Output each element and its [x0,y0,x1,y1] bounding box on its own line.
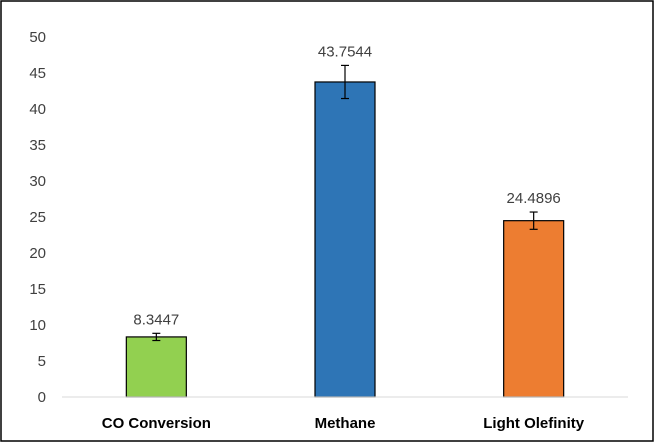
value-label: 24.4896 [507,190,561,207]
y-tick-label: 15 [29,281,46,298]
y-tick-label: 25 [29,209,46,226]
y-tick-label: 5 [38,353,46,370]
y-tick-label: 50 [29,29,46,46]
y-tick-label: 45 [29,65,46,82]
error-bars [152,64,538,342]
y-tick-label: 10 [29,317,46,334]
value-labels: 8.3447 43.7544 24.4896 [133,43,560,328]
y-tick-label: 35 [29,137,46,154]
y-tick-label: 0 [38,389,46,406]
bars [125,81,565,398]
x-tick-label: Methane [315,415,376,432]
y-tick-label: 40 [29,101,46,118]
bar [125,336,187,398]
y-axis-ticks: 0 5 10 15 20 25 30 35 40 45 50 [29,29,46,406]
value-label: 43.7544 [318,43,372,60]
y-tick-label: 30 [29,173,46,190]
bar [503,220,565,398]
x-tick-label: Light Olefinity [483,415,584,432]
bar [314,81,376,398]
y-tick-label: 20 [29,245,46,262]
x-axis-labels: CO Conversion Methane Light Olefinity [102,415,585,432]
x-tick-label: CO Conversion [102,415,211,432]
value-label: 8.3447 [133,311,179,328]
